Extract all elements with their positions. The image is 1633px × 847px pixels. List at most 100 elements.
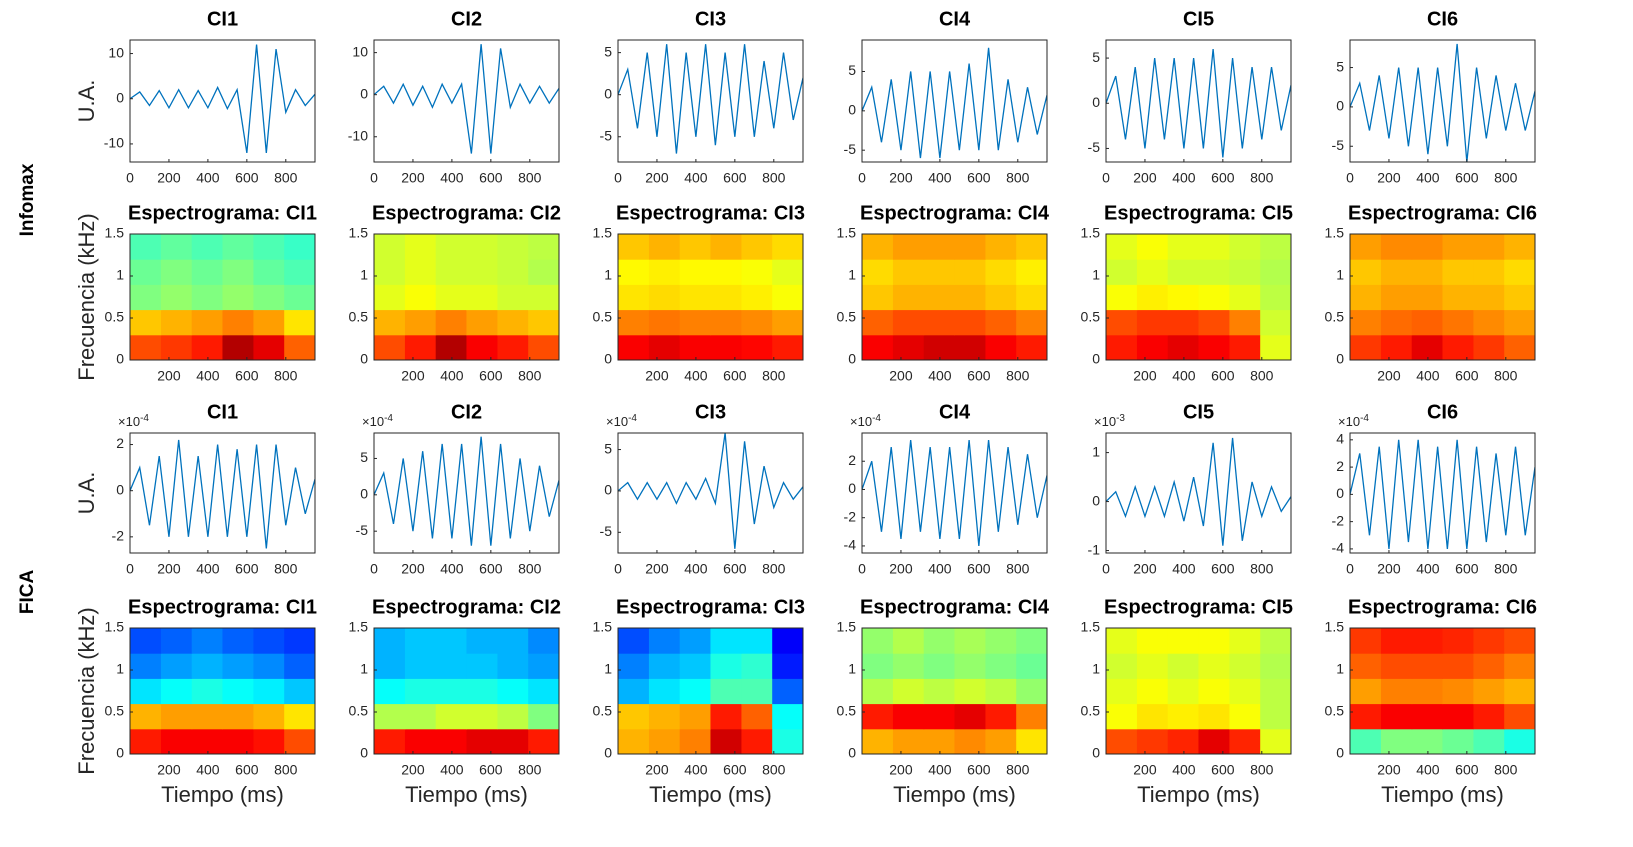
heatmap-cell (923, 653, 956, 679)
heatmap-cell (892, 259, 925, 285)
heatmap-cell (772, 234, 803, 260)
x-tick-label: 400 (1416, 762, 1440, 778)
y-tick-label: 5 (604, 43, 612, 59)
y-tick-label: 0.5 (105, 703, 125, 719)
heatmap-cell (1136, 703, 1169, 730)
signal-line (1350, 43, 1535, 162)
heatmap-cell (160, 678, 193, 705)
x-tick-label: 200 (889, 368, 913, 384)
plot-frame (129, 627, 316, 755)
heatmap-cell (1350, 653, 1382, 679)
signal-line (130, 439, 315, 549)
plot-frame (861, 233, 1048, 361)
heatmap-cell (923, 259, 956, 285)
x-tick-label: 600 (1455, 762, 1479, 778)
y-tick-label: 0 (1092, 94, 1100, 110)
heatmap-cell (1350, 259, 1382, 285)
heatmap-cell (954, 678, 986, 705)
heatmap-cell (130, 728, 162, 754)
heatmap-cell (710, 284, 742, 311)
y-tick-label: -5 (600, 127, 613, 143)
x-tick-label: 800 (1494, 762, 1518, 778)
heatmap-cell (1198, 334, 1230, 360)
y-axis-label: Frecuencia (kHz) (74, 213, 99, 380)
y-tick-label: -2 (112, 528, 125, 544)
heatmap-cell (222, 234, 254, 260)
x-tick-label: 200 (889, 561, 913, 577)
heatmap-cell (954, 334, 986, 360)
axis-exponent-base: ×10 (1094, 414, 1116, 429)
heatmap-cell (618, 284, 650, 311)
y-tick-label: 5 (604, 440, 612, 456)
heatmap-cell (772, 628, 803, 654)
chart-title: Espectrograma: CI2 (372, 596, 561, 618)
x-tick-label: 600 (235, 762, 259, 778)
signal-line (1350, 439, 1535, 549)
x-tick-label: 400 (928, 762, 952, 778)
signal-line (862, 439, 1047, 546)
heatmap-cell (222, 334, 254, 360)
heatmap-cell (1198, 728, 1230, 754)
y-tick-label: 5 (1092, 49, 1100, 65)
heatmap-cell (130, 703, 162, 730)
heatmap-cell (1504, 284, 1535, 311)
heatmap-cell (618, 259, 650, 285)
y-tick-label: 1.5 (593, 619, 613, 635)
x-tick-label: 800 (274, 170, 298, 186)
heatmap-cell (284, 284, 315, 311)
heatmap-cell (1350, 234, 1382, 260)
heatmap-cell (435, 703, 468, 730)
heatmap-cell (1260, 703, 1291, 730)
heatmap-cell (1016, 309, 1047, 336)
heatmap-cell (160, 703, 193, 730)
x-tick-label: 600 (235, 170, 259, 186)
heatmap-cell (1504, 309, 1535, 336)
plot-frame (1349, 233, 1536, 361)
heatmap-cell (435, 234, 468, 260)
heatmap-cell (435, 728, 468, 754)
heatmap-cell (772, 653, 803, 679)
y-tick-label: 1.5 (1325, 225, 1345, 241)
x-tick-label: 800 (1250, 561, 1274, 577)
y-tick-label: 1.5 (593, 225, 613, 241)
heatmap-cell (1504, 728, 1535, 754)
heatmap-cell (1016, 653, 1047, 679)
x-tick-label: 600 (723, 368, 747, 384)
heatmap-cell (923, 309, 956, 336)
heatmap-cell (253, 284, 285, 311)
x-tick-label: 0 (126, 561, 134, 577)
heatmap-cell (954, 628, 986, 654)
heatmap-cell (404, 284, 437, 311)
plot-frame (1105, 233, 1292, 361)
heatmap-cell (528, 334, 559, 360)
heatmap-cell (985, 653, 1017, 679)
y-tick-label: -5 (1332, 137, 1345, 153)
y-axis-label: Frecuencia (kHz) (74, 607, 99, 774)
heatmap-cell (528, 678, 559, 705)
heatmap-cell (954, 653, 986, 679)
x-axis-label: Tiempo (ms) (649, 782, 772, 807)
heatmap-cell (892, 703, 925, 730)
x-tick-label: 600 (967, 561, 991, 577)
heatmap-cell (1504, 259, 1535, 285)
heatmap-cell (710, 653, 742, 679)
heatmap-cell (1411, 334, 1444, 360)
signal-line (130, 44, 315, 154)
x-tick-label: 600 (967, 170, 991, 186)
heatmap-cell (710, 678, 742, 705)
y-tick-label: 1 (1092, 267, 1100, 283)
heatmap-cell (1106, 309, 1138, 336)
heatmap-cell (1229, 284, 1261, 311)
heatmap-cell (466, 334, 498, 360)
axis-exponent-base: ×10 (606, 414, 628, 429)
heatmap-cell (1260, 309, 1291, 336)
panel: 0 200 400 600 800 -10 0 10 CI1 U.A. (74, 8, 316, 186)
heatmap-cell (1380, 284, 1413, 311)
y-tick-label: 0 (116, 481, 124, 497)
chart-title: CI6 (1427, 8, 1458, 30)
x-tick-label: 600 (967, 368, 991, 384)
x-tick-label: 600 (1211, 170, 1235, 186)
heatmap-cell (1411, 653, 1444, 679)
